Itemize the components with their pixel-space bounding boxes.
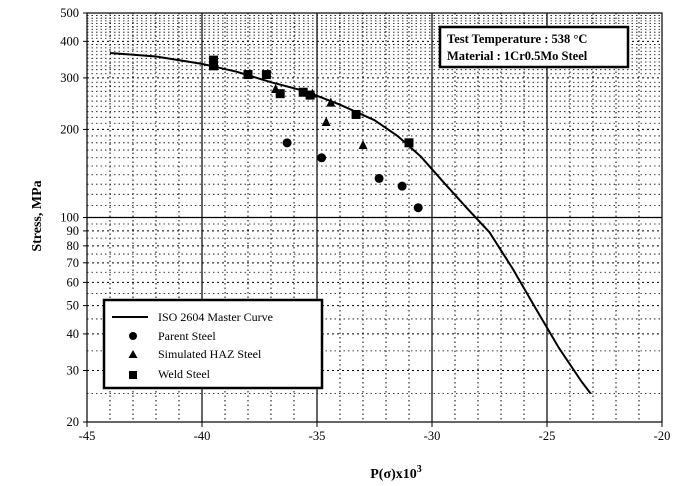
annotation-line-material: Material : 1Cr0.5Mo Steel [447, 49, 588, 63]
y-tick-label: 20 [67, 415, 80, 429]
haz-steel-point [326, 97, 336, 107]
y-tick-label: 200 [60, 122, 79, 136]
parent-steel-point [317, 153, 327, 163]
haz-steel-point [321, 117, 331, 127]
legend-circle-icon [129, 332, 137, 340]
parent-steel-point [282, 138, 292, 148]
x-tick-label: -20 [654, 429, 671, 443]
weld-steel-point [209, 55, 218, 65]
legend-label-master-curve: ISO 2604 Master Curve [158, 310, 273, 324]
y-tick-label: 70 [67, 256, 80, 270]
x-axis-title: P(σ)x103 [370, 464, 422, 482]
weld-steel-point [209, 61, 218, 71]
y-tick-label: 40 [67, 327, 80, 341]
y-tick-label: 500 [60, 6, 79, 20]
y-tick-label: 30 [67, 363, 80, 377]
legend-label-weld-steel: Weld Steel [158, 367, 211, 381]
weld-steel-point [305, 90, 315, 100]
parent-steel-point [397, 181, 407, 191]
legend-triangle-icon [128, 350, 138, 358]
weld-steel-point [261, 70, 271, 80]
x-tick-label: -25 [539, 429, 556, 443]
weld-steel-point [243, 70, 253, 80]
weld-steel-point [298, 87, 308, 97]
legend-label-parent-steel: Parent Steel [158, 329, 216, 343]
y-tick-label: 100 [60, 211, 79, 225]
y-tick-label: 50 [67, 299, 80, 313]
x-tick-label: -35 [309, 429, 326, 443]
data-series [109, 52, 592, 395]
legend-square-icon [129, 371, 137, 379]
haz-steel-point [358, 139, 368, 149]
y-tick-label: 80 [67, 239, 80, 253]
annotation-frame [438, 25, 630, 69]
legend-label-haz-steel: Simulated HAZ Steel [158, 347, 262, 361]
weld-steel-point [275, 89, 285, 99]
legend-frame [102, 298, 324, 390]
y-tick-label: 60 [67, 275, 80, 289]
parent-steel-point [413, 203, 423, 213]
legend: ISO 2604 Master Curve Parent Steel Simul… [102, 298, 324, 390]
annotation-box: Test Temperature : 538 °C Material : 1Cr… [438, 25, 630, 69]
x-tick-label: -45 [79, 429, 96, 443]
parent-steel-point [374, 173, 384, 183]
y-tick-label: 90 [67, 224, 80, 238]
annotation-line-temperature: Test Temperature : 538 °C [447, 32, 587, 46]
y-tick-label: 400 [60, 34, 79, 48]
y-axis-title: Stress, MPa [30, 180, 45, 251]
y-tick-label: 300 [60, 71, 79, 85]
x-tick-label: -30 [424, 429, 441, 443]
x-tick-label: -40 [194, 429, 211, 443]
weld-steel-point [404, 138, 414, 148]
weld-steel-point [351, 109, 361, 119]
